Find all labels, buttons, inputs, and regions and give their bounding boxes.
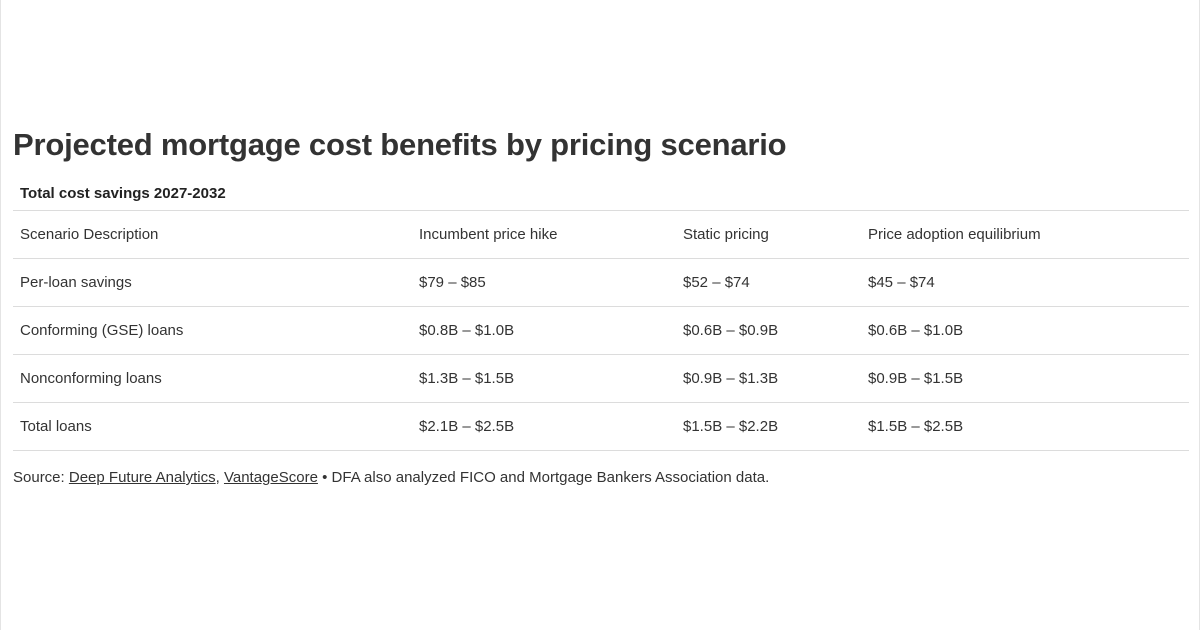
row-label-cell: Per-loan savings (13, 258, 412, 307)
source-link-vantagescore[interactable]: VantageScore (223, 469, 318, 486)
table-row: Total loans $2.1B – $2.5B $1.5B – $2.2B $1.… (13, 402, 1189, 451)
chart-subtitle: Total cost savings 2027-2032 (20, 185, 226, 202)
value-cell: $0.6B – $0.9B (676, 306, 861, 355)
source-extra-note: • DFA also analyzed FICO and Mortgage Ba… (317, 469, 770, 486)
table-body: Scenario Description Incumbent price hike… (13, 210, 1189, 451)
chart-title: Projected mortgage cost benefits by pric… (13, 127, 787, 162)
value-cell: Price adoption equilibrium (861, 210, 1189, 259)
value-cell: $1.3B – $1.5B (412, 354, 676, 403)
chart-container: Projected mortgage cost benefits by pric… (13, 124, 1189, 488)
table-header-row: Scenario Description Incumbent price hike… (13, 210, 1189, 259)
table-row: Conforming (GSE) loans $0.8B – $1.0B $0.6B… (13, 306, 1189, 355)
source-prefix: Source: (13, 469, 69, 486)
row-label-cell: Scenario Description (13, 210, 412, 259)
data-table: Scenario Description Incumbent price hike… (13, 210, 1189, 451)
value-cell: $45 – $74 (861, 258, 1189, 307)
value-cell: $1.5B – $2.2B (676, 402, 861, 451)
value-cell: Static pricing (676, 210, 861, 259)
value-cell: Incumbent price hike (412, 210, 676, 259)
source-link-dfa[interactable]: Deep Future Analytics (68, 469, 216, 486)
value-cell: $1.5B – $2.5B (861, 402, 1189, 451)
table-row: Nonconforming loans $1.3B – $1.5B $0.9B – … (13, 354, 1189, 403)
value-cell: $79 – $85 (412, 258, 676, 307)
value-cell: $0.8B – $1.0B (412, 306, 676, 355)
value-cell: $0.6B – $1.0B (861, 306, 1189, 355)
table-row: Per-loan savings $79 – $85 $52 – $74 $45 – … (13, 258, 1189, 307)
row-label-cell: Conforming (GSE) loans (13, 306, 412, 355)
value-cell: $52 – $74 (676, 258, 861, 307)
row-label-cell: Nonconforming loans (13, 354, 412, 403)
value-cell: $2.1B – $2.5B (412, 402, 676, 451)
value-cell: $0.9B – $1.5B (861, 354, 1189, 403)
source-note: Source: Deep Future Analytics, VantageSc… (13, 468, 1189, 488)
row-label-cell: Total loans (13, 402, 412, 451)
source-separator: , (215, 469, 224, 486)
value-cell: $0.9B – $1.3B (676, 354, 861, 403)
